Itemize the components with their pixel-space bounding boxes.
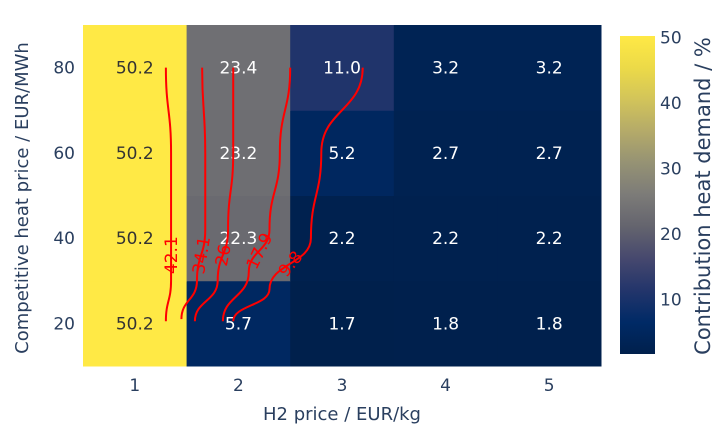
colorbar-tick-label: 40 [660,94,682,114]
heatmap-cell [290,110,395,196]
heatmap-cell-label: 50.2 [116,144,154,164]
heatmap-cell-label: 11.0 [323,59,361,79]
heatmap-cell-label: 50.2 [116,314,154,334]
x-tick-label: 2 [233,376,244,396]
heatmap-cell-labels: 50.2 5.7 1.7 1.8 1.8 50.2 22.3 2.2 2.2 2.2 50.2 23.… [116,59,563,335]
heatmap-cell-label: 1.8 [536,314,563,334]
heatmap-cell-label: 5.7 [225,314,252,334]
heatmap-cell-label: 50.2 [116,59,154,79]
x-tick-label: 4 [440,376,451,396]
y-axis-ticks: 20 40 60 80 [53,59,75,335]
heatmap-cell-label: 5.2 [328,144,355,164]
y-tick-label: 80 [53,59,75,79]
x-axis-title: H2 price / EUR/kg [263,404,421,425]
contour-line [180,67,207,320]
heatmap-cell-label: 2.7 [432,144,459,164]
heatmap-cells [83,25,602,367]
x-axis-ticks: 1 2 3 4 5 [129,376,554,396]
heatmap-cell [497,110,602,196]
heatmap-cell-label: 3.2 [432,59,459,79]
heatmap-cell [83,25,188,111]
colorbar-tick-label: 30 [660,159,682,179]
heatmap-cell-label: 1.8 [432,314,459,334]
heatmap-cell [393,25,498,111]
x-tick-label: 3 [337,376,348,396]
x-tick-label: 5 [544,376,555,396]
contour-line [164,67,173,322]
heatmap-cell-label: 2.7 [536,144,563,164]
heatmap-cell [290,195,395,282]
colorbar [620,36,655,354]
contour-label: 42.1 [162,236,182,274]
y-axis-title: Competitive heat price / EUR/MWh [12,42,33,354]
heatmap-cell [186,25,291,111]
heatmap-cell-label: 2.2 [328,229,355,249]
heatmap-cell-label: 23.4 [219,59,257,79]
y-tick-label: 40 [53,229,75,249]
colorbar-title: Contribution heat demand / % [691,37,715,355]
contour-line [193,67,235,322]
heatmap-cell-label: 50.2 [116,229,154,249]
y-tick-label: 20 [53,314,75,334]
heatmap-cell-label: 3.2 [536,59,563,79]
heatmap-cell [290,280,395,367]
heatmap-cell [393,110,498,196]
heatmap-cell [497,280,602,367]
heatmap-cell [497,195,602,282]
x-tick-label: 1 [129,376,140,396]
heatmap-cell-label: 1.7 [328,314,355,334]
contour-line [232,67,364,322]
heatmap-cell [393,280,498,367]
contour-line [221,67,292,322]
heatmap-cell-label: 22.3 [219,229,257,249]
colorbar-tick-label: 10 [660,291,682,311]
heatmap-cell-label: 23.2 [219,144,257,164]
contour-label: 26 [212,243,236,268]
heatmap-cell [290,25,395,111]
heatmap-cell-label: 2.2 [536,229,563,249]
y-tick-label: 60 [53,144,75,164]
heatmap-cell [83,195,188,282]
heatmap-cell [497,25,602,111]
colorbar-ticks: 10 20 30 40 50 [660,28,682,310]
heatmap-cell [393,195,498,282]
colorbar-tick-label: 50 [660,28,682,48]
heatmap-cell-label: 2.2 [432,229,459,249]
colorbar-tick-label: 20 [660,225,682,245]
contour-lines: 42.1 34.126 17.99.8 [162,67,364,322]
